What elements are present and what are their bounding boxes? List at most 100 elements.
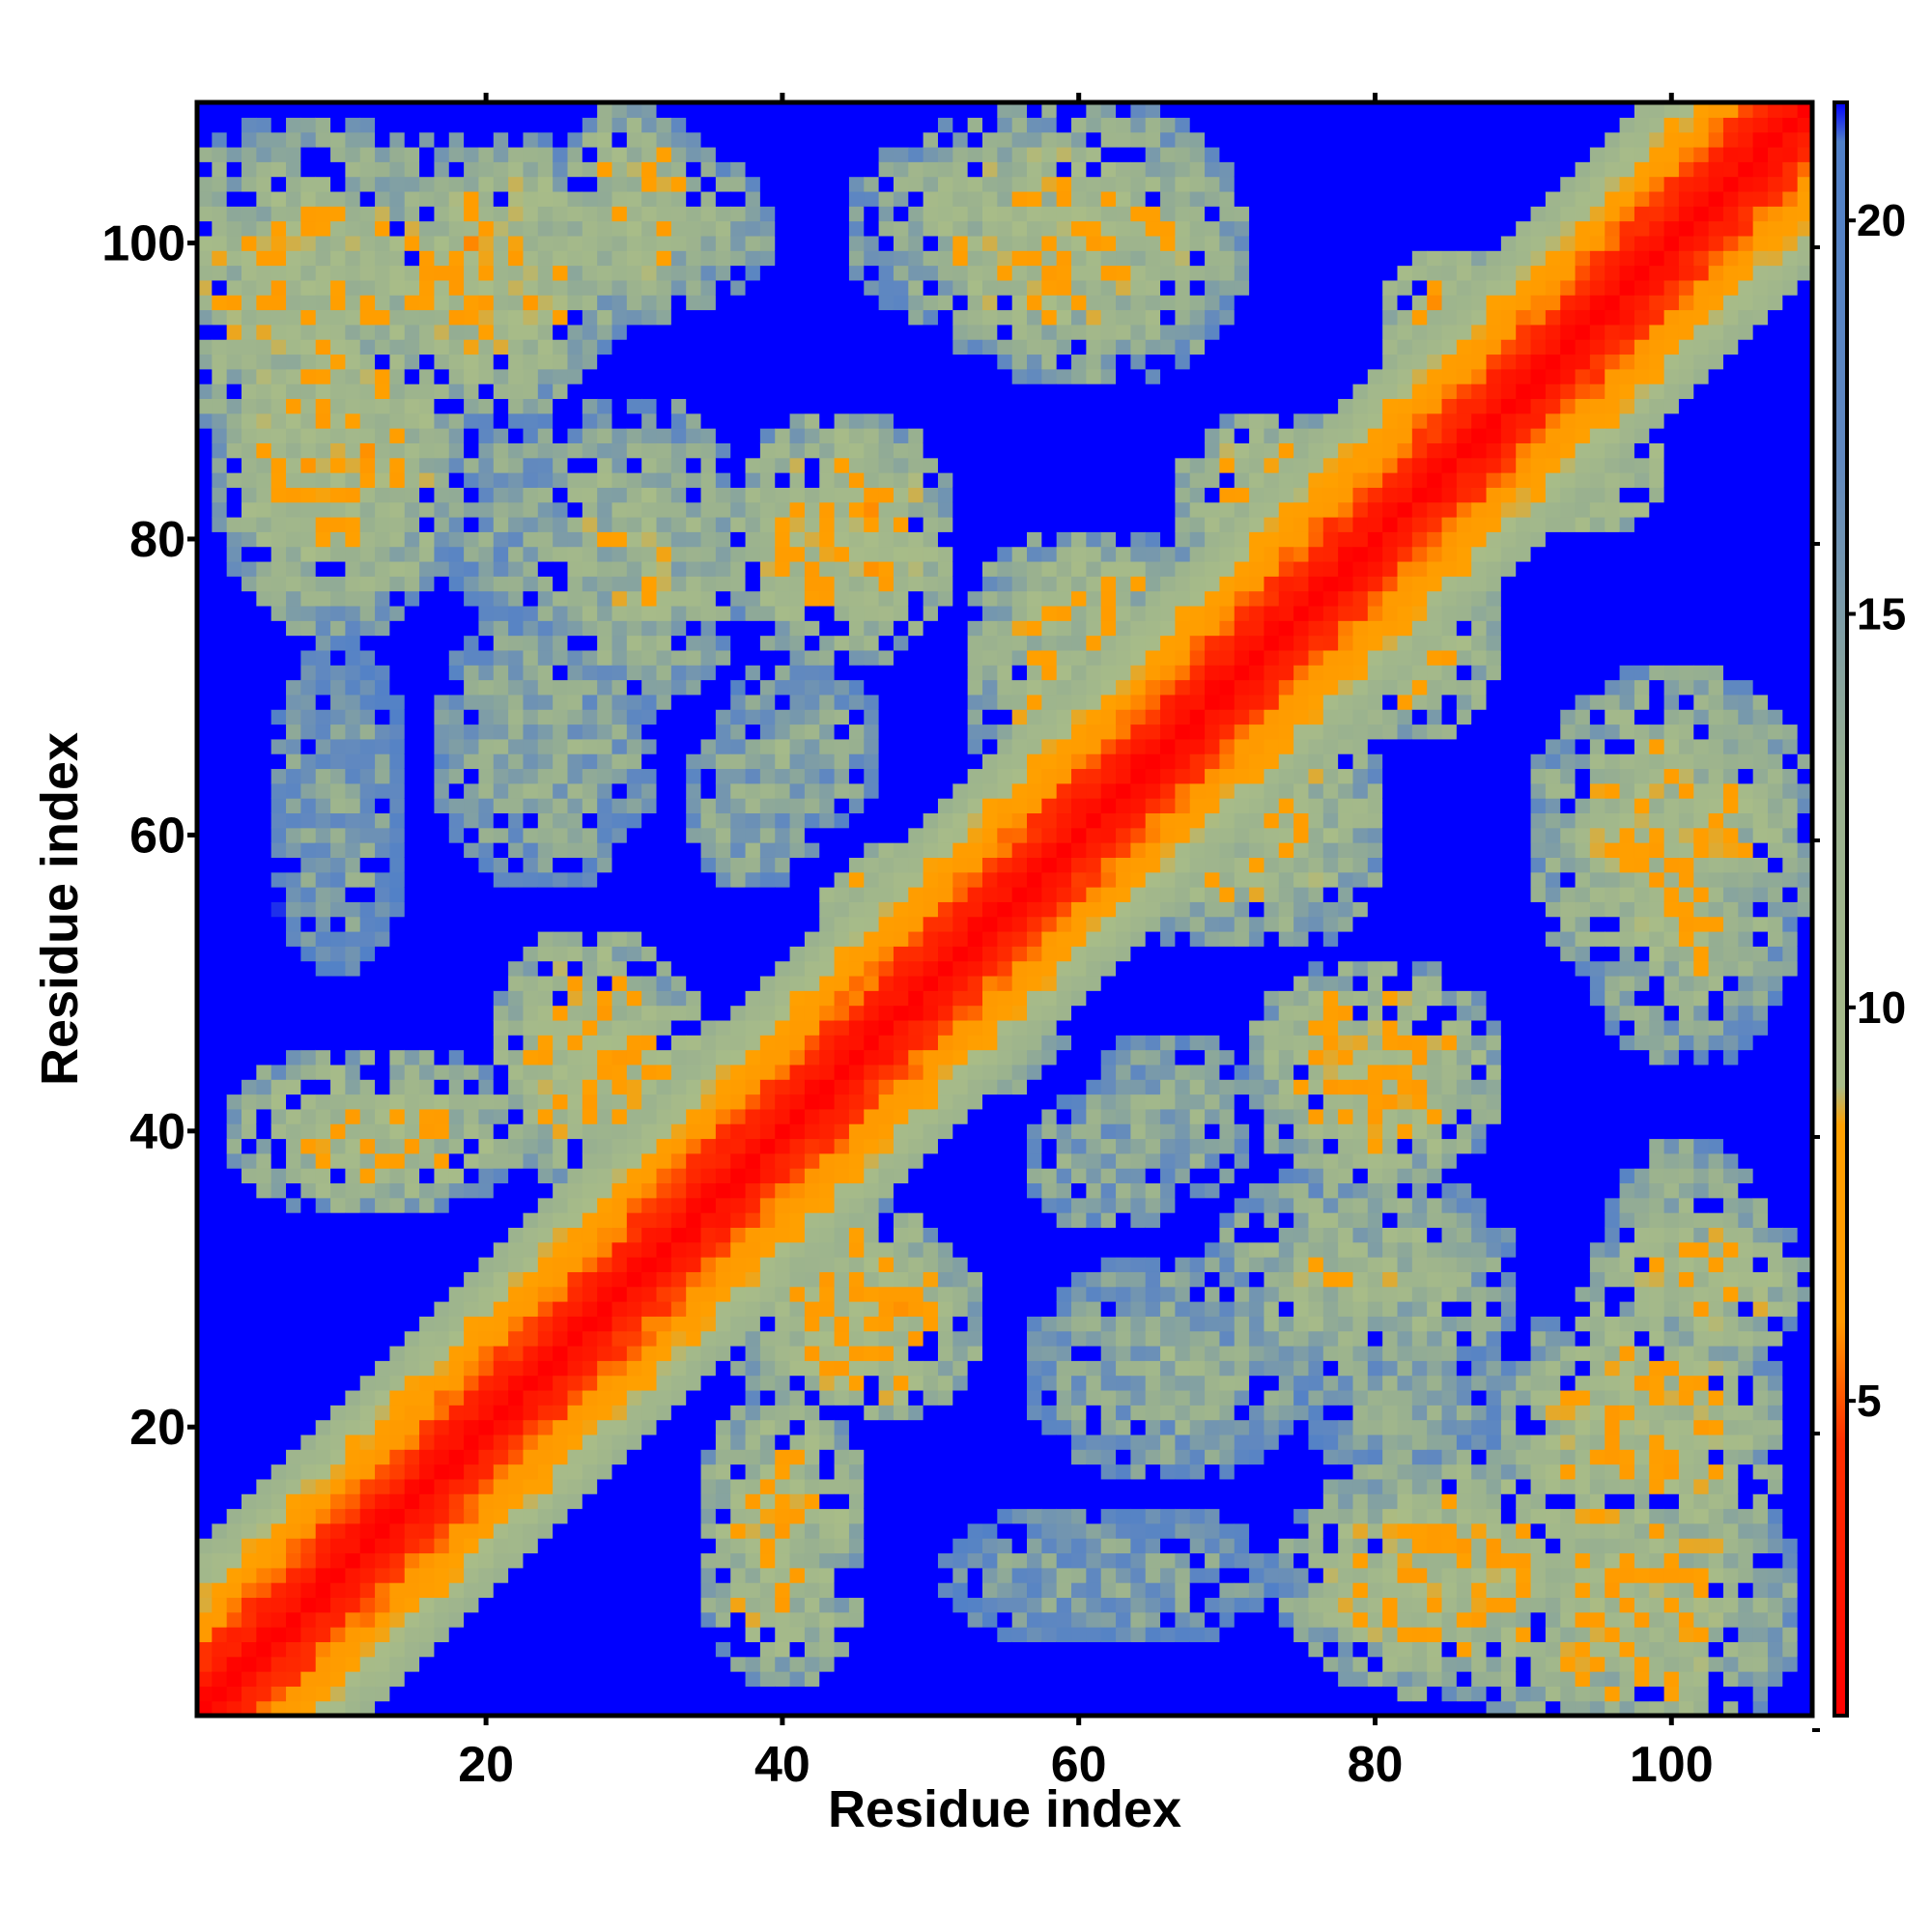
heatmap-cell [582,930,598,947]
heatmap-cell [197,1064,213,1080]
heatmap-cell [375,1686,391,1702]
heatmap-cell [508,635,525,651]
heatmap-cell [759,1449,776,1465]
heatmap-cell [819,1094,836,1110]
heatmap-cell [448,1019,465,1036]
heatmap-cell [270,531,287,548]
heatmap-cell [226,1419,242,1435]
heatmap-cell [286,1227,301,1243]
heatmap-cell [300,457,317,473]
heatmap-cell [567,516,583,532]
heatmap-cell [389,102,406,118]
heatmap-cell [715,1567,731,1583]
heatmap-cell [715,1405,731,1421]
heatmap-cell [715,1152,731,1169]
heatmap-cell [804,1241,820,1258]
heatmap-cell [745,857,761,873]
heatmap-cell [300,339,317,355]
heatmap-cell [567,930,583,947]
heatmap-cell [567,1508,583,1524]
heatmap-cell [212,176,228,192]
heatmap-cell [686,339,702,355]
heatmap-cell [226,354,242,370]
heatmap-cell [389,1478,406,1494]
heatmap-cell [270,428,287,443]
heatmap-cell [775,546,791,562]
heatmap-cell [493,279,509,296]
heatmap-cell [834,871,850,888]
heatmap-cell [315,1656,331,1672]
heatmap-cell [523,930,539,947]
heatmap-cell [848,1197,865,1213]
heatmap-cell [611,590,628,607]
heatmap-cell [345,649,361,666]
heatmap-cell [641,442,658,459]
heatmap-cell [242,1257,257,1272]
heatmap-cell [611,220,628,237]
heatmap-cell [775,990,791,1007]
heatmap-cell [745,1641,761,1658]
heatmap-cell [359,1686,376,1702]
heatmap-cell [789,665,806,681]
heatmap-cell [389,457,406,473]
heatmap-cell [419,117,436,133]
heatmap-cell [434,1257,450,1272]
heatmap-cell [330,576,346,592]
heatmap-cell [300,368,317,384]
heatmap-cell [389,1493,406,1510]
heatmap-cell [197,1656,213,1672]
heatmap-cell [256,1345,272,1361]
heatmap-cell [389,1552,406,1569]
heatmap-cell [567,1686,583,1702]
heatmap-cell [508,1064,525,1080]
heatmap-cell [582,265,598,281]
heatmap-cell [389,842,406,858]
heatmap-cell [686,1389,702,1406]
heatmap-cell [745,279,761,296]
heatmap-cell [789,1582,806,1599]
heatmap-cell [434,1582,450,1599]
heatmap-cell [626,1611,642,1628]
heatmap-cell [686,131,702,148]
heatmap-cell [523,590,539,607]
heatmap-cell [300,1168,317,1184]
heatmap-cell [270,1700,287,1717]
heatmap-cell [686,309,702,326]
heatmap-cell [611,324,628,340]
heatmap-cell [715,1522,731,1539]
heatmap-cell [670,1508,687,1524]
heatmap-cell [404,398,420,414]
heatmap-cell [300,871,317,888]
heatmap-cell [804,1522,820,1539]
heatmap-cell [582,960,598,977]
heatmap-cell [582,1005,598,1021]
heatmap-cell [375,487,391,503]
heatmap-cell [656,368,672,384]
heatmap-cell [256,1094,272,1110]
heatmap-cell [537,1035,554,1051]
heatmap-cell [641,871,658,888]
heatmap-cell [419,901,436,918]
heatmap-cell [478,1241,495,1258]
heatmap-cell [375,738,391,754]
heatmap-cell [212,1123,228,1140]
heatmap-cell [419,1522,436,1539]
heatmap-cell [567,1316,583,1332]
heatmap-cell [834,516,850,532]
heatmap-cell [464,235,480,251]
heatmap-cell [464,990,480,1007]
heatmap-cell [212,857,228,873]
heatmap-cell [419,1271,436,1288]
heatmap-cell [715,146,731,162]
heatmap-cell [508,1611,525,1628]
heatmap-cell [656,531,672,548]
heatmap-cell [330,354,346,370]
heatmap-cell [700,738,717,754]
heatmap-cell [493,546,509,562]
heatmap-cell [270,1538,287,1554]
heatmap-cell [537,324,554,340]
heatmap-cell [804,605,820,621]
heatmap-cell [553,384,569,400]
heatmap-cell [715,206,731,222]
heatmap-cell [345,1197,361,1213]
